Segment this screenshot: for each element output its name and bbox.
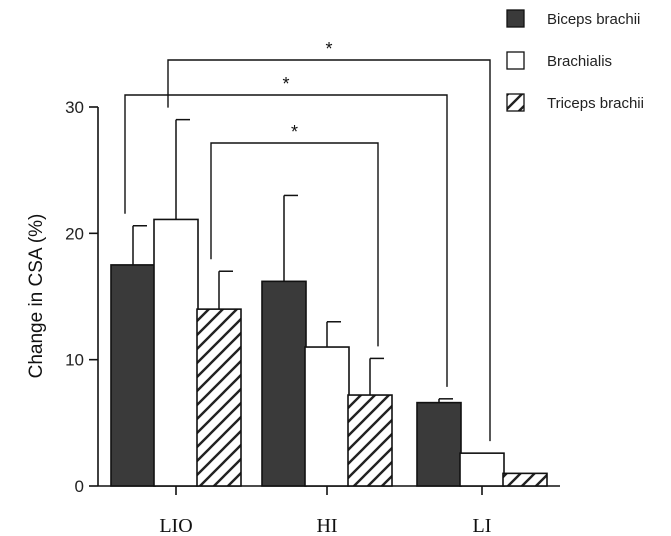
x-tick-label: LIO [159, 515, 192, 536]
bar [459, 452, 505, 487]
legend-label: Biceps brachii [547, 11, 640, 28]
significance-bracket [124, 94, 448, 387]
y-tick-label: 20 [65, 224, 84, 243]
bar [110, 264, 156, 487]
bar [153, 218, 199, 487]
bar [347, 394, 393, 487]
bar [502, 472, 548, 487]
bar [416, 401, 462, 487]
significance-bracket [167, 59, 491, 442]
y-tick-label: 0 [75, 477, 84, 496]
significance-star: * [282, 74, 289, 94]
y-axis-label: Change in CSA (%) [26, 214, 47, 379]
bar [261, 280, 307, 487]
bar [304, 346, 350, 487]
significance-star: * [325, 39, 332, 59]
x-ticks: LIO HI LI [159, 486, 491, 536]
legend-label: Brachialis [547, 53, 612, 70]
legend-swatch [506, 9, 525, 28]
legend-swatch [506, 93, 525, 112]
x-tick-label: LI [473, 515, 492, 536]
significance-star: * [291, 122, 298, 142]
y-tick-label: 10 [65, 351, 84, 370]
legend: Biceps brachii Brachialis Triceps brachii [506, 9, 644, 112]
legend-swatch [506, 51, 525, 70]
y-ticks: 0 10 20 30 [65, 98, 98, 496]
significance-brackets: * * * [124, 39, 491, 442]
significance-bracket [210, 142, 379, 347]
error-bars [132, 118, 453, 403]
bars [110, 218, 548, 487]
x-tick-label: HI [316, 515, 337, 536]
bar [196, 308, 242, 487]
legend-label: Triceps brachii [547, 95, 644, 112]
y-tick-label: 30 [65, 98, 84, 117]
